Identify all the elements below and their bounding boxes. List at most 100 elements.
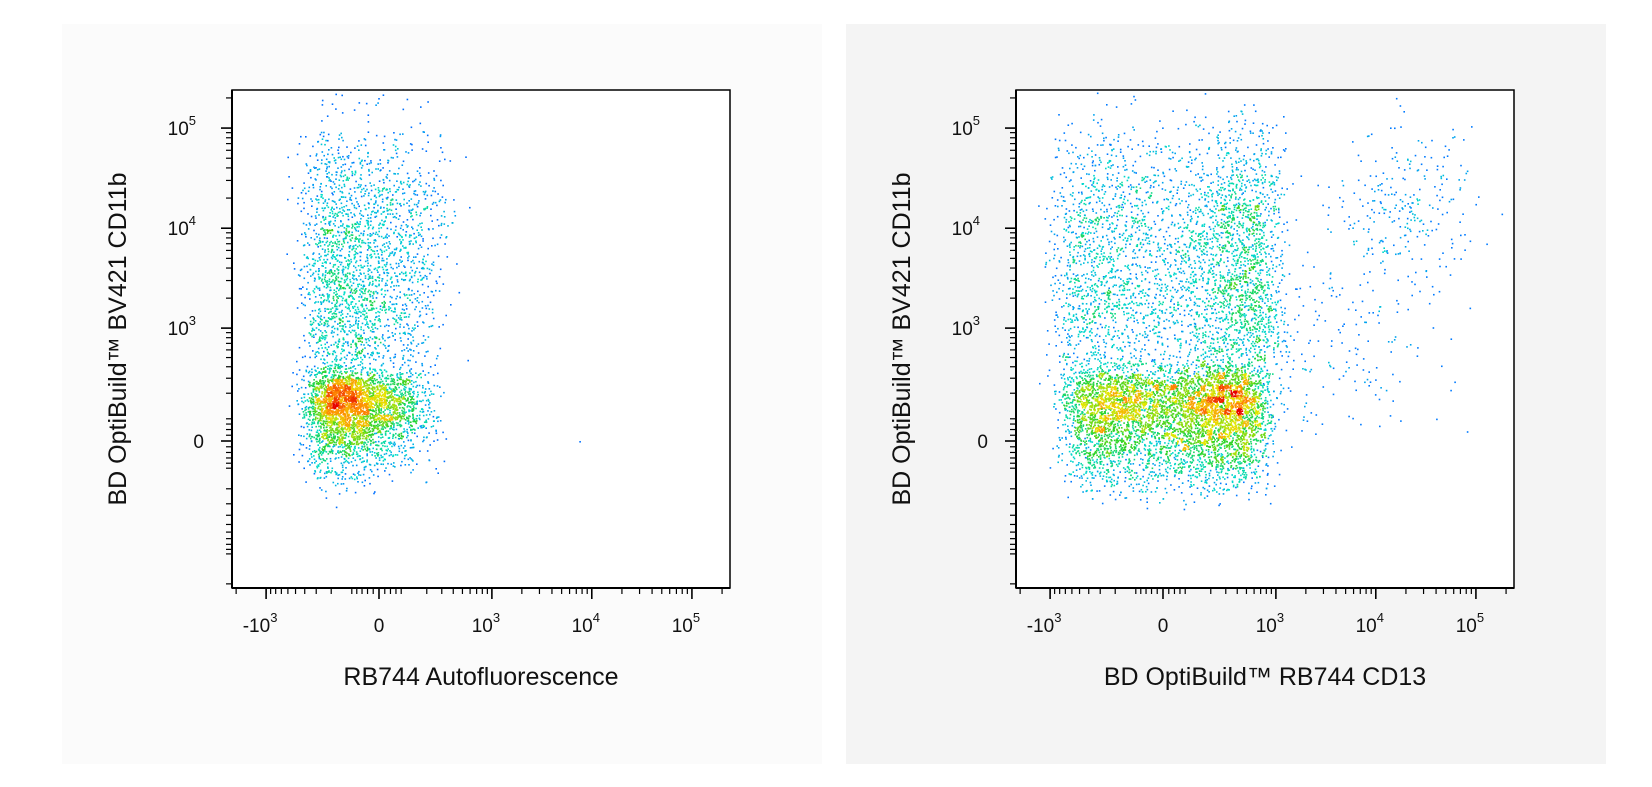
event-point [435, 432, 438, 435]
event-point [358, 474, 360, 476]
event-point [401, 350, 403, 352]
event-point [369, 277, 372, 279]
event-point [386, 383, 388, 386]
event-point [419, 214, 421, 217]
event-point [389, 450, 391, 452]
event-point [369, 422, 372, 425]
event-point [328, 215, 331, 217]
event-point [370, 354, 372, 356]
event-point [355, 396, 357, 399]
event-point [401, 278, 403, 281]
event-point [346, 320, 349, 323]
event-point [335, 418, 337, 421]
event-point [377, 310, 379, 313]
event-point [311, 371, 313, 374]
event-point [378, 405, 380, 407]
event-point [378, 315, 380, 317]
event-point [370, 404, 372, 406]
event-point [356, 355, 358, 358]
event-point [322, 423, 325, 426]
event-point [352, 438, 355, 441]
event-point [323, 398, 326, 401]
event-point [361, 402, 364, 404]
event-point [393, 441, 396, 444]
event-point [367, 262, 369, 265]
event-point [333, 443, 335, 446]
event-point [370, 160, 372, 162]
event-point [308, 186, 311, 189]
event-point [438, 290, 441, 292]
event-point [414, 327, 416, 329]
event-point [395, 303, 398, 305]
event-point [323, 321, 326, 324]
event-point [367, 373, 369, 375]
event-point [366, 163, 368, 165]
event-point [338, 374, 340, 377]
event-point [373, 425, 375, 428]
event-point [323, 459, 326, 462]
event-point [397, 384, 399, 386]
event-point [360, 304, 362, 307]
event-point [376, 454, 379, 456]
event-point [390, 393, 393, 396]
event-point [308, 423, 310, 426]
event-point [396, 379, 399, 382]
event-point [412, 385, 415, 388]
event-point [363, 429, 366, 431]
event-point [395, 319, 397, 321]
event-point [333, 387, 335, 389]
event-point [352, 374, 355, 377]
event-point [305, 405, 308, 408]
event-point [351, 398, 353, 400]
event-point [393, 426, 395, 429]
event-point [379, 448, 382, 450]
event-point [314, 374, 316, 376]
event-point [366, 321, 368, 323]
event-point [319, 412, 322, 415]
event-point [428, 326, 431, 328]
event-point [339, 288, 341, 290]
event-point [369, 407, 372, 409]
event-point [358, 296, 360, 298]
event-point [361, 305, 364, 308]
event-point [408, 327, 410, 330]
event-point [314, 411, 317, 413]
event-point [341, 385, 344, 388]
event-point [383, 305, 386, 307]
event-point [368, 410, 370, 413]
event-point [427, 381, 429, 383]
event-point [339, 389, 341, 392]
event-point [336, 381, 339, 383]
event-point [316, 398, 319, 400]
event-point [319, 442, 321, 444]
event-point [368, 421, 370, 423]
event-point [355, 316, 357, 319]
event-point [328, 387, 330, 390]
event-point [369, 444, 372, 446]
event-point [323, 258, 325, 261]
event-point [325, 444, 328, 446]
event-point [340, 428, 342, 430]
event-point [386, 425, 388, 428]
event-point [320, 131, 323, 134]
event-point [348, 477, 351, 480]
event-point [353, 274, 356, 277]
event-point [330, 251, 333, 254]
event-point [354, 250, 356, 253]
event-point [318, 323, 320, 326]
event-point [340, 412, 343, 414]
event-point [339, 375, 342, 378]
event-point [313, 238, 316, 241]
event-point [330, 410, 333, 412]
event-point [378, 395, 380, 398]
event-point [401, 364, 404, 366]
event-point [360, 448, 363, 450]
plot-frame [231, 89, 731, 589]
event-point [328, 382, 330, 384]
event-point [331, 281, 333, 283]
event-point [342, 450, 344, 452]
event-point [326, 437, 328, 439]
event-point [320, 344, 323, 346]
event-point [341, 272, 344, 274]
event-point [361, 432, 363, 434]
